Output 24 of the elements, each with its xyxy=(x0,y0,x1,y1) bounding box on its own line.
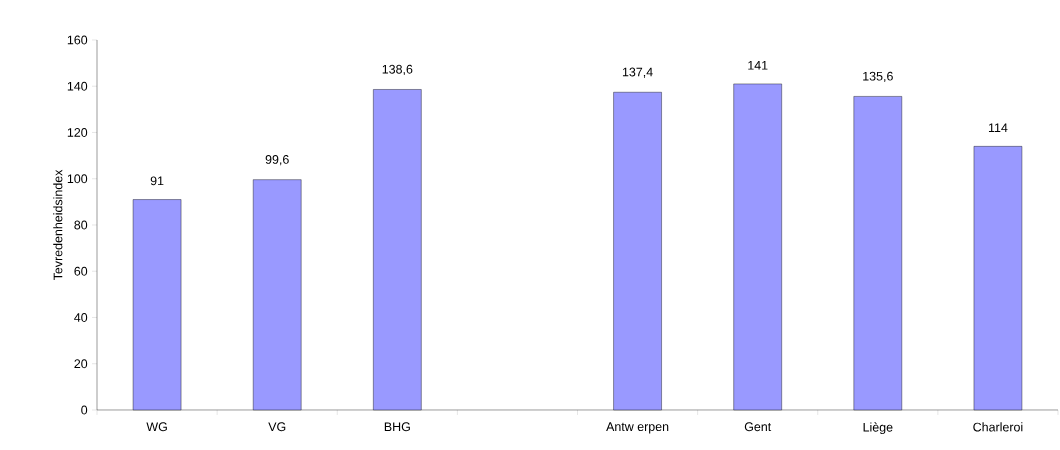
data-label: 141 xyxy=(748,61,768,70)
y-tick-label: 100 xyxy=(67,174,88,184)
y-tick-label: 20 xyxy=(74,359,88,369)
x-tick-label: Charleroi xyxy=(973,422,1023,432)
y-tick-label: 140 xyxy=(67,81,88,91)
x-tick-label: WG xyxy=(146,422,167,432)
data-label: 138,6 xyxy=(382,64,413,76)
data-label: 91 xyxy=(150,176,164,186)
y-tick-label: 160 xyxy=(67,35,88,45)
x-tick-label: VG xyxy=(268,422,286,432)
y-axis-title: Tevredenheidsindex xyxy=(53,169,63,281)
data-label: 135,6 xyxy=(863,71,893,83)
data-label: 137,4 xyxy=(622,67,653,78)
x-tick-label: BHG xyxy=(384,422,410,432)
y-tick-label: 40 xyxy=(74,313,88,322)
data-label: 114 xyxy=(988,123,1008,133)
x-tick-label: Antw erpen xyxy=(606,422,669,434)
y-tick-label: 120 xyxy=(67,128,88,137)
data-label: 99,6 xyxy=(265,155,289,166)
y-tick-label: 80 xyxy=(74,220,88,230)
x-tick-label: Gent xyxy=(744,422,772,432)
x-tick-label: Liège xyxy=(863,422,893,435)
y-tick-label: 0 xyxy=(81,405,88,415)
y-tick-label: 60 xyxy=(74,266,88,276)
